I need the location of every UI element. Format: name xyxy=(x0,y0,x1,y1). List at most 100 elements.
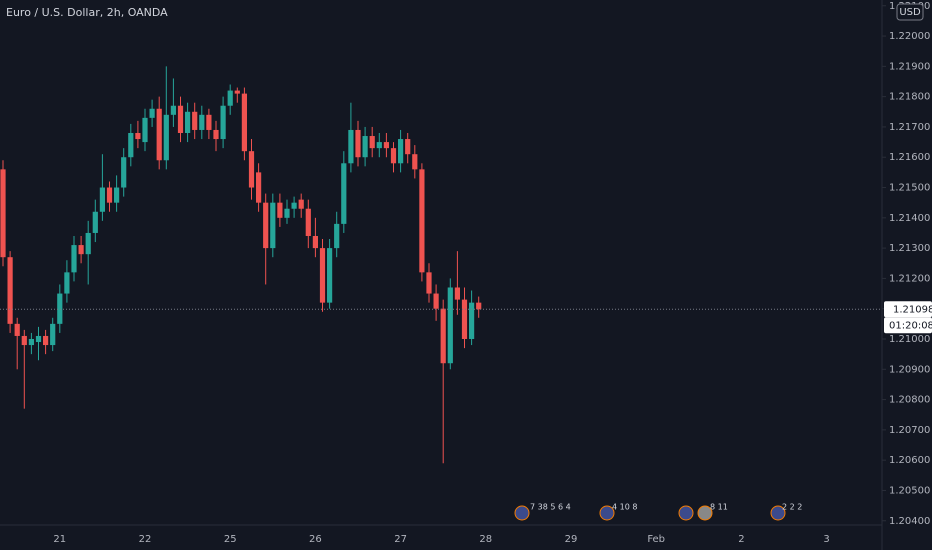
event-label: 4 10 8 xyxy=(612,503,637,512)
y-tick-label: 1.20800 xyxy=(889,395,930,406)
candle-body xyxy=(156,108,162,161)
x-tick-label: 29 xyxy=(565,534,578,545)
y-tick-label: 1.21400 xyxy=(889,213,930,224)
candle-body xyxy=(412,154,418,170)
y-tick-label: 1.21200 xyxy=(889,273,930,284)
candle-body xyxy=(227,90,233,106)
y-tick-label: 1.21000 xyxy=(889,334,930,345)
candle-body xyxy=(284,208,290,218)
y-tick-label: 1.21500 xyxy=(889,183,930,194)
y-tick-label: 1.20500 xyxy=(889,485,930,496)
candle-body xyxy=(135,132,141,140)
event-label: 2 2 2 xyxy=(782,503,802,512)
y-tick-label: 1.21600 xyxy=(889,152,930,163)
candle-body xyxy=(213,129,219,140)
y-tick-label: 1.21300 xyxy=(889,243,930,254)
candle-body xyxy=(78,245,84,255)
candle-body xyxy=(291,202,297,209)
x-tick-label: 27 xyxy=(394,534,407,545)
candle-body xyxy=(383,142,389,149)
candle-body xyxy=(92,211,98,233)
y-tick-label: 1.20700 xyxy=(889,425,930,436)
candle-body xyxy=(277,202,283,218)
event-label: 8 11 xyxy=(710,503,728,512)
candle-body xyxy=(248,151,255,188)
y-tick-label: 1.20400 xyxy=(889,516,930,527)
candle-body xyxy=(270,202,276,249)
candle-body xyxy=(7,257,13,324)
y-tick-label: 1.22000 xyxy=(889,31,930,42)
candle-body xyxy=(220,105,226,140)
last-price-label: 1.21098 xyxy=(893,304,932,315)
event-icon xyxy=(678,505,694,521)
candle-body xyxy=(128,132,134,158)
candle-body xyxy=(334,223,340,249)
candle-body xyxy=(185,111,191,133)
candle-body xyxy=(419,169,425,273)
candle-body xyxy=(476,302,482,310)
event-icon xyxy=(697,505,713,521)
candle-body xyxy=(114,187,120,203)
countdown-label: 01:20:08 xyxy=(889,320,932,331)
candle-body xyxy=(199,114,205,130)
candle-body xyxy=(461,299,468,339)
currency-box xyxy=(896,3,924,21)
countdown-box xyxy=(884,317,932,334)
event-icon xyxy=(599,505,615,521)
candle-body xyxy=(234,90,240,94)
candle-body xyxy=(192,111,198,130)
x-tick-label: Feb xyxy=(647,534,665,545)
x-tick-label: 26 xyxy=(309,534,322,545)
candle-body xyxy=(341,163,347,224)
candle-body xyxy=(433,293,439,309)
candle-body xyxy=(390,148,397,164)
candle-body xyxy=(355,129,361,158)
candle-body xyxy=(426,272,432,294)
candle-body xyxy=(163,114,169,161)
x-tick-label: 21 xyxy=(53,534,66,545)
candle-body xyxy=(376,142,382,149)
candle-body xyxy=(327,248,333,303)
candle-body xyxy=(305,208,311,236)
candle-body xyxy=(14,323,20,336)
candle-body xyxy=(469,302,475,339)
candle-body xyxy=(99,187,105,212)
candle-body xyxy=(142,117,148,143)
candle-body xyxy=(21,335,27,346)
candle-body xyxy=(454,287,460,300)
candle-body xyxy=(440,308,446,364)
y-tick-label: 1.21900 xyxy=(889,61,930,72)
candle-body xyxy=(177,105,184,133)
candle-body xyxy=(0,169,6,258)
event-label: 7 38 5 6 4 xyxy=(530,503,571,512)
last-price-box xyxy=(884,301,932,318)
x-tick-label: 3 xyxy=(823,534,829,545)
x-tick-label: 28 xyxy=(479,534,492,545)
candle-body xyxy=(149,108,155,118)
candle-body xyxy=(241,93,247,152)
candle-body xyxy=(312,235,318,249)
candle-body xyxy=(121,157,127,188)
candle-body xyxy=(28,338,34,346)
currency-label: USD xyxy=(899,7,921,18)
y-tick-label: 1.20600 xyxy=(889,455,930,466)
x-tick-label: 22 xyxy=(139,534,152,545)
candle-body xyxy=(362,136,368,158)
candle-body xyxy=(50,323,56,346)
x-tick-label: 25 xyxy=(224,534,237,545)
candle-body xyxy=(298,199,304,209)
y-tick-label: 1.21800 xyxy=(889,92,930,103)
candle-body xyxy=(263,202,269,249)
candle-body xyxy=(256,172,262,203)
candle-body xyxy=(319,248,326,303)
x-tick-label: 2 xyxy=(738,534,744,545)
candle-body xyxy=(71,245,77,273)
candle-body xyxy=(447,287,453,364)
candle-body xyxy=(85,232,91,255)
candle-body xyxy=(369,136,375,149)
candle-body xyxy=(35,335,42,343)
candle-body xyxy=(398,139,404,164)
candle-body xyxy=(206,114,212,130)
